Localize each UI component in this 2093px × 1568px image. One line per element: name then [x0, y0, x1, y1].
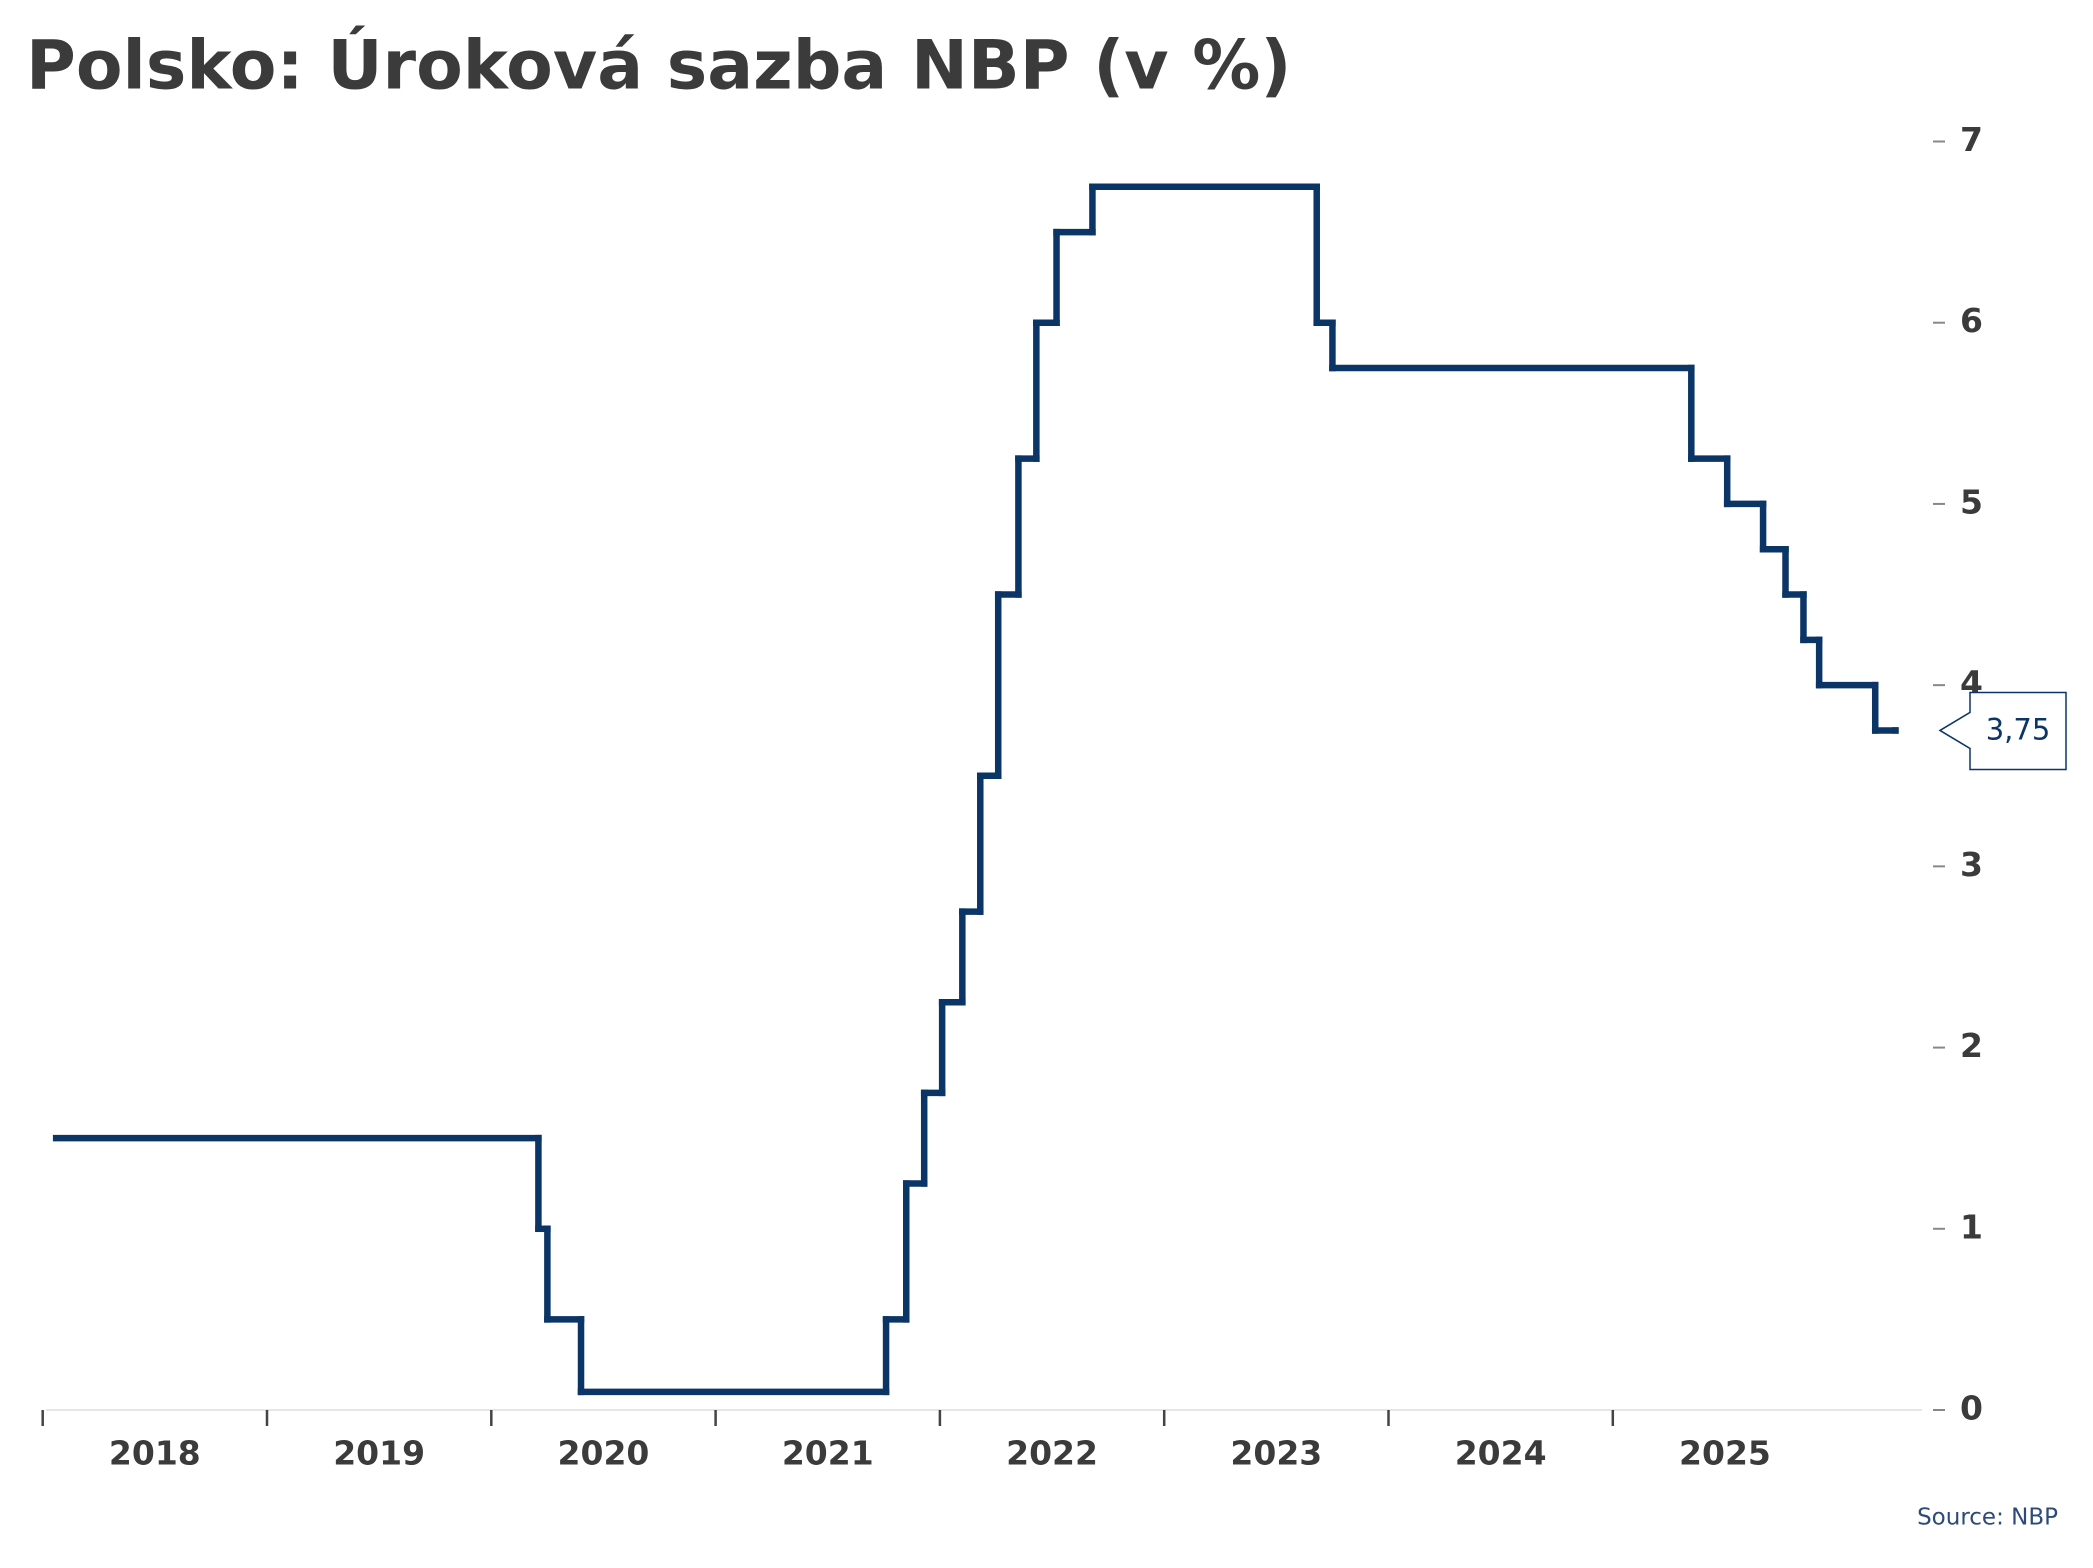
x-tick-label: 2024: [1455, 1434, 1547, 1473]
callout-box: [1938, 691, 2067, 771]
y-tick-label: 1: [1960, 1207, 1983, 1246]
y-tick-label: 6: [1960, 301, 1983, 340]
x-tick-label: 2025: [1679, 1434, 1771, 1473]
y-tick-label: 5: [1960, 482, 1983, 521]
value-label: 3,75: [1986, 712, 2051, 746]
source: Source: NBP: [1917, 1505, 2058, 1531]
x-tick-label: 2019: [333, 1434, 425, 1473]
y-tick-label: 3: [1960, 845, 1983, 884]
chart-title: Polsko: Úroková sazba NBP (v %): [26, 26, 1292, 106]
x-tick-label: 2018: [109, 1434, 201, 1473]
x-tick-label: 2021: [782, 1434, 874, 1473]
x-tick-label: 2023: [1230, 1434, 1322, 1473]
y-tick-label: 0: [1960, 1389, 1983, 1428]
y-tick-label: 2: [1960, 1026, 1983, 1065]
y-tick-label: 7: [1960, 120, 1983, 159]
x-tick-label: 2020: [558, 1434, 650, 1473]
x-tick-label: 2022: [1006, 1434, 1098, 1473]
